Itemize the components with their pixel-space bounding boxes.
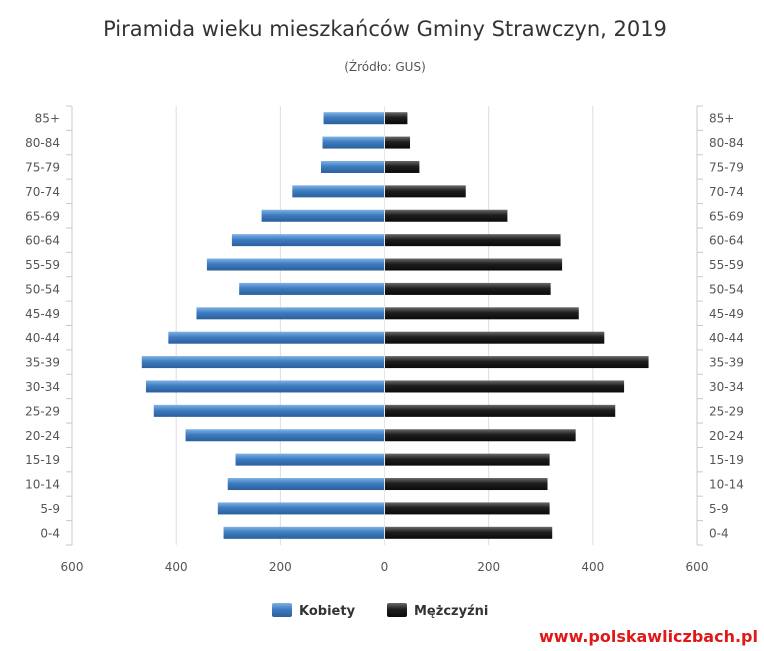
- bar-men-20-24[interactable]: [384, 429, 576, 442]
- left-category-label: 45-49: [25, 307, 60, 321]
- right-category-label: 30-34: [709, 380, 744, 394]
- left-category-label: 35-39: [25, 356, 60, 370]
- bar-women-50-54[interactable]: [239, 282, 385, 295]
- left-category-label: 55-59: [25, 258, 60, 272]
- axes: [66, 105, 703, 546]
- bar-women-70-74[interactable]: [292, 185, 385, 198]
- bar-women-25-29[interactable]: [153, 404, 385, 417]
- bar-men-10-14[interactable]: [384, 478, 548, 491]
- legend-item-women[interactable]: Kobiety: [272, 603, 356, 619]
- right-category-label: 20-24: [709, 429, 744, 443]
- bar-men-75-79[interactable]: [384, 160, 420, 173]
- legend: Kobiety Mężczyźni: [272, 603, 488, 619]
- right-category-label: 5-9: [709, 502, 729, 516]
- right-category-label: 50-54: [709, 282, 744, 296]
- right-category-labels: 85+ 80-84 75-79 70-74 65-69 60-64 55-59 50-54 45…: [709, 112, 744, 541]
- bar-women-60-64[interactable]: [231, 234, 385, 247]
- bar-men-35-39[interactable]: [384, 356, 649, 369]
- x-tick-label: 600: [686, 560, 709, 574]
- legend-item-men[interactable]: Mężczyźni: [387, 603, 488, 619]
- chart-subtitle: (Źródło: GUS): [344, 59, 426, 74]
- bar-women-45-49[interactable]: [196, 307, 385, 320]
- left-category-label: 5-9: [40, 502, 60, 516]
- grid-lines: [175, 106, 594, 545]
- bar-men-60-64[interactable]: [384, 234, 561, 247]
- bar-women-15-19[interactable]: [235, 453, 385, 466]
- x-tick-label: 0: [381, 560, 389, 574]
- x-tick-label: 200: [269, 560, 292, 574]
- left-category-label: 50-54: [25, 282, 60, 296]
- bar-women-85+[interactable]: [323, 112, 385, 125]
- x-tick-label: 400: [165, 560, 188, 574]
- bar-men-15-19[interactable]: [384, 453, 550, 466]
- legend-label-women: Kobiety: [299, 604, 356, 619]
- right-category-label: 80-84: [709, 136, 744, 150]
- left-category-label: 30-34: [25, 380, 60, 394]
- right-category-label: 0-4: [709, 526, 729, 540]
- right-category-label: 75-79: [709, 160, 744, 174]
- x-axis-tick-labels: 600 400 200 0 200 400 600: [61, 560, 709, 574]
- bar-women-0-4[interactable]: [223, 526, 385, 539]
- legend-swatch-women: [272, 603, 292, 617]
- bar-men-30-34[interactable]: [384, 380, 625, 393]
- right-category-label: 55-59: [709, 258, 744, 272]
- bar-women-40-44[interactable]: [168, 331, 385, 344]
- left-category-label: 70-74: [25, 185, 60, 199]
- bar-women-55-59[interactable]: [206, 258, 385, 271]
- right-category-label: 85+: [709, 112, 734, 126]
- legend-label-men: Mężczyźni: [414, 604, 488, 619]
- source-link[interactable]: www.polskawliczbach.pl: [539, 627, 758, 646]
- left-category-label: 60-64: [25, 234, 60, 248]
- bars-group: [141, 106, 649, 545]
- bar-men-25-29[interactable]: [384, 404, 616, 417]
- bar-men-80-84[interactable]: [384, 136, 411, 149]
- left-category-label: 40-44: [25, 331, 60, 345]
- bar-women-35-39[interactable]: [141, 356, 385, 369]
- x-tick-label: 600: [61, 560, 84, 574]
- bar-women-20-24[interactable]: [185, 429, 385, 442]
- bar-men-65-69[interactable]: [384, 209, 508, 222]
- bar-men-0-4[interactable]: [384, 526, 553, 539]
- right-category-label: 70-74: [709, 185, 744, 199]
- x-tick-label: 200: [477, 560, 500, 574]
- left-category-label: 75-79: [25, 160, 60, 174]
- right-category-label: 45-49: [709, 307, 744, 321]
- bar-women-75-79[interactable]: [320, 160, 385, 173]
- left-category-label: 25-29: [25, 404, 60, 418]
- legend-swatch-men: [387, 603, 407, 617]
- right-category-label: 40-44: [709, 331, 744, 345]
- chart-title: Piramida wieku mieszkańców Gminy Strawcz…: [103, 17, 667, 41]
- bar-men-45-49[interactable]: [384, 307, 579, 320]
- bar-men-50-54[interactable]: [384, 282, 551, 295]
- right-category-label: 60-64: [709, 234, 744, 248]
- bar-women-80-84[interactable]: [322, 136, 385, 149]
- left-category-label: 85+: [35, 112, 60, 126]
- bar-men-40-44[interactable]: [384, 331, 605, 344]
- bar-women-65-69[interactable]: [261, 209, 385, 222]
- left-category-labels: 85+ 80-84 75-79 70-74 65-69 60-64 55-59 50-54 45…: [25, 112, 60, 541]
- right-category-label: 65-69: [709, 209, 744, 223]
- right-category-label: 15-19: [709, 453, 744, 467]
- bar-women-30-34[interactable]: [145, 380, 385, 393]
- right-category-label: 10-14: [709, 478, 744, 492]
- left-category-label: 10-14: [25, 478, 60, 492]
- right-category-label: 25-29: [709, 404, 744, 418]
- bar-women-5-9[interactable]: [217, 502, 385, 515]
- bar-men-5-9[interactable]: [384, 502, 550, 515]
- bar-men-70-74[interactable]: [384, 185, 466, 198]
- bar-men-85+[interactable]: [384, 112, 408, 125]
- right-category-label: 35-39: [709, 356, 744, 370]
- x-tick-label: 400: [581, 560, 604, 574]
- left-category-label: 20-24: [25, 429, 60, 443]
- left-category-label: 80-84: [25, 136, 60, 150]
- bar-women-10-14[interactable]: [227, 478, 385, 491]
- left-category-label: 65-69: [25, 209, 60, 223]
- left-category-label: 15-19: [25, 453, 60, 467]
- bar-men-55-59[interactable]: [384, 258, 563, 271]
- left-category-label: 0-4: [40, 526, 60, 540]
